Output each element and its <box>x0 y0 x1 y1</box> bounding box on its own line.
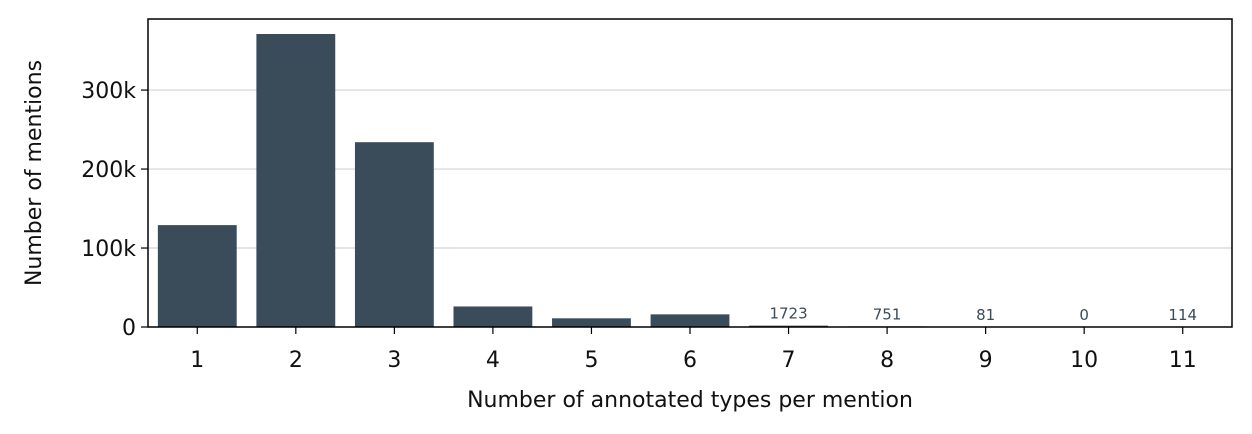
x-tick-label: 2 <box>289 348 303 373</box>
bar-5 <box>552 318 631 327</box>
bars <box>157 34 1223 327</box>
x-tick-label: 8 <box>880 348 894 373</box>
y-axis-title: Number of mentions <box>22 60 47 286</box>
x-tick-label: 11 <box>1169 348 1197 373</box>
x-tick-label: 7 <box>782 348 796 373</box>
x-tick-label: 10 <box>1070 348 1098 373</box>
x-tick-label: 5 <box>584 348 598 373</box>
y-axis: 0 100k 200k 300k <box>81 79 148 341</box>
bar-3 <box>354 142 434 327</box>
bar-labels: 1723 751 81 0 114 <box>769 305 1197 324</box>
bar-1 <box>157 225 237 327</box>
bar-6 <box>650 314 730 327</box>
y-tick-label: 300k <box>81 79 136 104</box>
bar-value-label: 81 <box>976 306 995 324</box>
bar-2 <box>256 34 336 327</box>
y-tick-label: 100k <box>81 237 136 262</box>
x-axis-title: Number of annotated types per mention <box>467 388 913 413</box>
x-tick-label: 6 <box>683 348 697 373</box>
x-tick-label: 3 <box>387 348 401 373</box>
x-tick-label: 1 <box>190 348 204 373</box>
bar-value-label: 114 <box>1168 306 1197 324</box>
bar-value-label: 751 <box>873 305 902 323</box>
x-tick-label: 9 <box>979 348 993 373</box>
x-axis: 1 2 3 4 5 6 7 8 9 10 11 <box>190 327 1197 373</box>
y-tick-label: 200k <box>81 158 136 183</box>
bar-value-label: 1723 <box>769 305 807 323</box>
bar-value-label: 0 <box>1079 306 1089 324</box>
bar-4 <box>453 306 533 327</box>
y-tick-label: 0 <box>122 316 136 341</box>
x-tick-label: 4 <box>486 348 500 373</box>
